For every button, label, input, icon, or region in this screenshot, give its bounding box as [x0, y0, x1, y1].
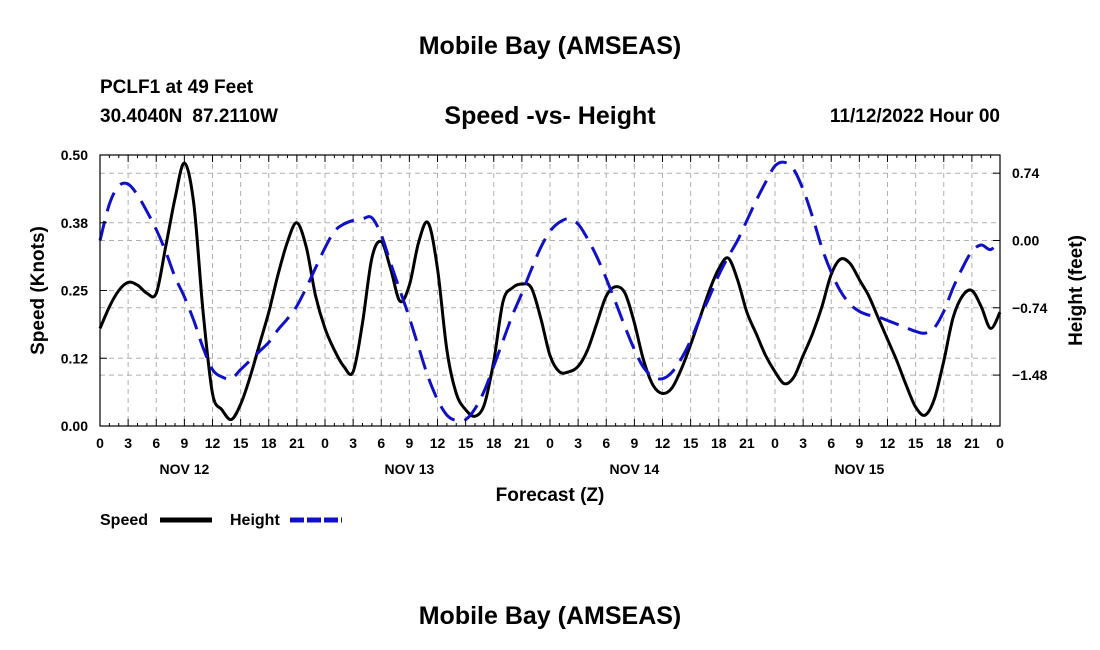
speed-series-line: [98, 161, 1002, 422]
y2-tick-label: −0.74: [1012, 300, 1048, 316]
x-tick-label: 9: [180, 435, 188, 451]
axes: 0 3 6 9 12 15 18 21 0 3 6 9 12 15 18 21 0 3 6 9 12 15 18 21 0 3 6 9…: [28, 147, 1087, 506]
x-tick-label: 18: [936, 435, 952, 451]
x-tick-label: 9: [630, 435, 638, 451]
main-title: Mobile Bay (AMSEAS): [418, 32, 682, 60]
y-axis-title: Speed (Knots): [28, 226, 49, 355]
x-tick-label: 15: [458, 435, 474, 451]
x-axis-title: Forecast (Z): [496, 485, 605, 506]
x-tick-label: 9: [405, 435, 413, 451]
x-tick-label: 12: [205, 435, 221, 451]
legend: Speed Height: [100, 512, 342, 529]
y-tick-label: 0.12: [61, 350, 88, 366]
x-tick-label: 15: [908, 435, 924, 451]
x-tick-label: 21: [739, 435, 755, 451]
x-tick-label: 0: [96, 435, 104, 451]
x-tick-label: 12: [430, 435, 446, 451]
legend-label-speed: Speed: [100, 512, 148, 529]
x-tick-label: 15: [233, 435, 249, 451]
y-tick-label: 0.38: [61, 215, 88, 231]
x-tick-label: 6: [377, 435, 385, 451]
y-tick-label: 0.50: [61, 147, 88, 163]
date-label: NOV 15: [834, 461, 884, 477]
y2-tick-label: 0.00: [1012, 232, 1039, 248]
x-tick-label: 12: [655, 435, 671, 451]
x-tick-label: 3: [349, 435, 357, 451]
x-tick-label: 18: [711, 435, 727, 451]
y2-axis-title: Height (feet): [1066, 235, 1087, 346]
x-tick-label: 3: [799, 435, 807, 451]
x-tick-label: 0: [771, 435, 779, 451]
chart-subtitle: Speed -vs- Height: [444, 102, 656, 130]
x-tick-label: 21: [964, 435, 980, 451]
x-tick-label: 12: [880, 435, 896, 451]
y2-tick-label: −1.48: [1012, 367, 1048, 383]
x-tick-label: 18: [486, 435, 502, 451]
x-tick-label: 6: [152, 435, 160, 451]
series-group: [98, 160, 1002, 423]
y2-tick-label: 0.74: [1012, 165, 1039, 181]
x-tick-label: 3: [574, 435, 582, 451]
x-tick-label: 3: [124, 435, 132, 451]
x-tick-label: 6: [827, 435, 835, 451]
footer-title: Mobile Bay (AMSEAS): [418, 602, 682, 630]
date-label: NOV 12: [159, 461, 209, 477]
longitude: 87.2110W: [192, 106, 278, 127]
coordinates: 30.4040N 87.2110W: [100, 106, 278, 128]
y-tick-label: 0.00: [61, 418, 88, 434]
x-tick-label: 18: [261, 435, 277, 451]
date-label: NOV 13: [384, 461, 434, 477]
x-tick-label: 21: [289, 435, 305, 451]
date-label: NOV 14: [609, 461, 659, 477]
x-tick-label: 21: [514, 435, 530, 451]
legend-label-height: Height: [230, 512, 280, 529]
latitude: 30.4040N: [100, 106, 183, 127]
y-tick-label: 0.25: [61, 283, 88, 299]
x-tick-label: 0: [546, 435, 554, 451]
x-tick-label: 9: [855, 435, 863, 451]
x-tick-label: 0: [321, 435, 329, 451]
station-label: PCLF1 at 49 Feet: [100, 77, 254, 98]
x-tick-label: 15: [683, 435, 699, 451]
forecast-datetime: 11/12/2022 Hour 00: [829, 106, 1000, 127]
x-tick-label: 6: [602, 435, 610, 451]
x-tick-label: 0: [996, 435, 1004, 451]
